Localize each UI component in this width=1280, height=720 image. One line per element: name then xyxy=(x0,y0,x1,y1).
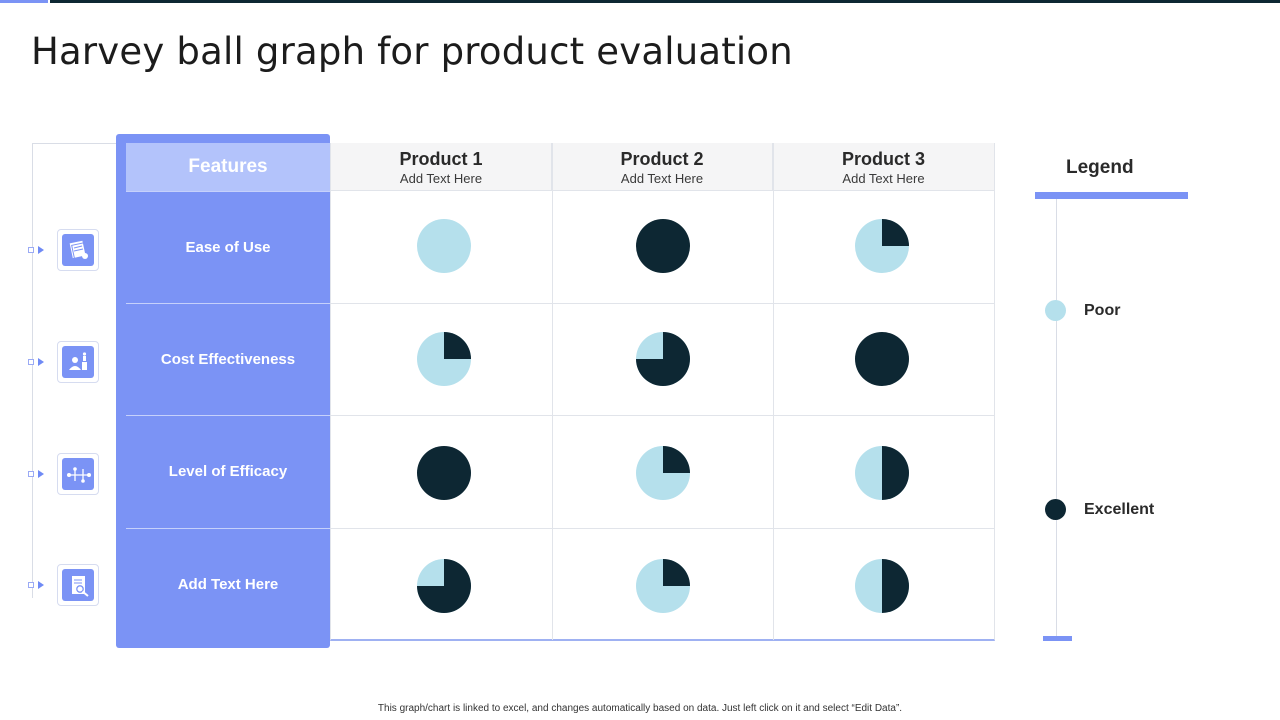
top-rule xyxy=(50,0,1280,3)
legend-line xyxy=(1056,199,1057,637)
harvey-ball xyxy=(855,446,909,500)
harvey-ball-fill xyxy=(636,332,690,386)
grid-divider xyxy=(330,415,995,416)
feature-level-of-efficacy: Level of Efficacy xyxy=(126,415,330,527)
harvey-ball-fill xyxy=(444,332,471,359)
document-stack-icon xyxy=(57,229,99,271)
product-2-header: Product 2 Add Text Here xyxy=(552,143,773,191)
harvey-ball xyxy=(417,559,471,613)
legend-title: Legend xyxy=(1066,157,1134,178)
harvey-ball-fill xyxy=(417,559,471,613)
page-title: Harvey ball graph for product evaluation xyxy=(31,30,793,73)
product-subtext: Add Text Here xyxy=(399,171,483,186)
grid-divider xyxy=(330,528,995,529)
harvey-ball xyxy=(636,219,690,273)
harvey-ball-base xyxy=(855,332,909,386)
grid-divider xyxy=(330,303,995,304)
row-marker xyxy=(28,471,34,477)
harvey-ball xyxy=(417,446,471,500)
row-arrow-icon xyxy=(38,470,44,478)
product-name: Product 1 xyxy=(399,149,483,169)
harvey-ball-base xyxy=(417,219,471,273)
harvey-ball xyxy=(417,332,471,386)
harvey-ball-base xyxy=(636,219,690,273)
harvey-ball-base xyxy=(417,446,471,500)
harvey-ball-fill xyxy=(882,559,909,613)
person-money-icon xyxy=(57,341,99,383)
harvey-ball xyxy=(636,559,690,613)
feature-cost-effectiveness: Cost Effectiveness xyxy=(126,303,330,415)
harvey-ball xyxy=(855,332,909,386)
harvey-ball xyxy=(636,446,690,500)
network-nodes-icon xyxy=(57,453,99,495)
legend-foot-bar xyxy=(1043,636,1072,641)
grid-divider xyxy=(552,143,553,640)
feature-add-text: Add Text Here xyxy=(126,528,330,640)
row-arrow-icon xyxy=(38,358,44,366)
product-name: Product 2 xyxy=(620,149,704,169)
row-arrow-icon xyxy=(38,581,44,589)
product-1-header: Product 1 Add Text Here xyxy=(331,143,552,191)
row-marker xyxy=(28,582,34,588)
legend-bar xyxy=(1035,192,1188,199)
product-subtext: Add Text Here xyxy=(842,171,925,186)
product-name: Product 3 xyxy=(841,149,925,169)
row-marker xyxy=(28,359,34,365)
harvey-ball xyxy=(855,559,909,613)
harvey-ball-fill xyxy=(882,219,909,246)
harvey-ball xyxy=(855,219,909,273)
harvey-ball-fill xyxy=(882,446,909,500)
row-bracket-line xyxy=(32,143,118,598)
legend-excellent-label: Excellent xyxy=(1084,501,1155,518)
harvey-ball-fill xyxy=(663,559,690,586)
features-header: Features xyxy=(126,143,330,191)
row-marker xyxy=(28,247,34,253)
harvey-ball-fill xyxy=(663,446,690,473)
top-accent-bar xyxy=(0,0,48,3)
legend-poor-dot xyxy=(1045,300,1066,321)
product-subtext: Add Text Here xyxy=(620,171,704,186)
row-arrow-icon xyxy=(38,246,44,254)
product-3-header: Product 3 Add Text Here xyxy=(773,143,994,191)
legend-excellent-dot xyxy=(1045,499,1066,520)
legend-poor-label: Poor xyxy=(1084,302,1121,319)
feature-ease-of-use: Ease of Use xyxy=(126,191,330,303)
grid-divider xyxy=(773,143,774,640)
harvey-ball xyxy=(636,332,690,386)
harvey-ball xyxy=(417,219,471,273)
clipboard-search-icon xyxy=(57,564,99,606)
footnote: This graph/chart is linked to excel, and… xyxy=(377,703,903,714)
